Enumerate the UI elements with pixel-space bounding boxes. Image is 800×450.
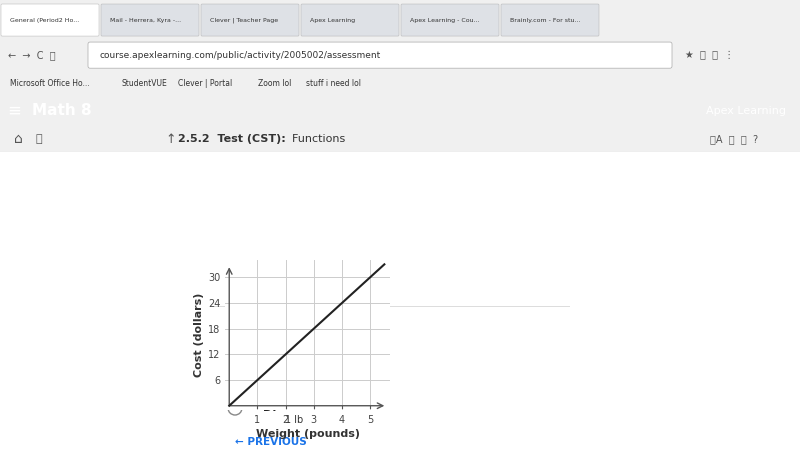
FancyBboxPatch shape (88, 42, 672, 68)
FancyBboxPatch shape (1, 4, 99, 36)
Text: ★  🔊  🔖  ⋮: ★ 🔊 🔖 ⋮ (685, 50, 734, 60)
Text: 🔖: 🔖 (36, 134, 42, 144)
Text: 2 lb: 2 lb (285, 359, 303, 369)
Text: Apex Learning: Apex Learning (706, 106, 786, 116)
Text: A.: A. (263, 319, 276, 329)
Bar (210, 306, 570, 307)
Text: Clever | Teacher Page: Clever | Teacher Page (210, 17, 278, 23)
Text: Apex Learning - Cou...: Apex Learning - Cou... (410, 18, 480, 22)
Text: ←  →  C  ⓘ: ← → C ⓘ (8, 50, 56, 60)
Text: 📶  🔋  4:32: 📶 🔋 4:32 (737, 430, 783, 440)
FancyBboxPatch shape (201, 4, 299, 36)
Text: 2.5.2  Test (CST):: 2.5.2 Test (CST): (178, 134, 286, 144)
Text: Clever | Portal: Clever | Portal (178, 79, 232, 88)
Text: 1 lb: 1 lb (285, 363, 303, 373)
FancyBboxPatch shape (501, 4, 599, 36)
Text: 6 lb: 6 lb (285, 331, 303, 341)
Text: ⊙   ⏻   ▷   🎥: ⊙ ⏻ ▷ 🎥 (361, 428, 439, 442)
Text: Zoom lol: Zoom lol (258, 79, 291, 88)
Text: Functions: Functions (285, 134, 346, 144)
FancyBboxPatch shape (401, 4, 499, 36)
Text: 1 lb: 1 lb (285, 415, 303, 425)
Text: $6: $6 (285, 391, 298, 401)
Text: General (Period2 Ho...: General (Period2 Ho... (10, 18, 79, 22)
Text: $12: $12 (285, 335, 303, 345)
Text: Apex Learning: Apex Learning (310, 18, 355, 22)
Text: ↑: ↑ (165, 133, 175, 145)
Text: course.apexlearning.com/public/activity/2005002/assessment: course.apexlearning.com/public/activity/… (100, 51, 382, 59)
Text: $1: $1 (285, 307, 298, 317)
Text: ⌂: ⌂ (14, 132, 22, 146)
Text: $6: $6 (285, 387, 298, 397)
Text: B.: B. (263, 347, 276, 357)
Text: Microsoft Office Ho...: Microsoft Office Ho... (10, 79, 90, 88)
Text: Mail - Herrera, Kyra -...: Mail - Herrera, Kyra -... (110, 18, 181, 22)
Text: ≡: ≡ (7, 102, 21, 120)
Text: ← PREVIOUS: ← PREVIOUS (235, 437, 306, 447)
Text: Brainly.com - For stu...: Brainly.com - For stu... (510, 18, 581, 22)
FancyBboxPatch shape (301, 4, 399, 36)
Text: stuff i need lol: stuff i need lol (306, 79, 361, 88)
Text: D.: D. (263, 403, 277, 413)
Y-axis label: Cost (dollars): Cost (dollars) (194, 293, 203, 377)
Text: 文A  👤  🖨  ?: 文A 👤 🖨 ? (710, 134, 758, 144)
Text: C.: C. (263, 375, 275, 385)
FancyBboxPatch shape (101, 4, 199, 36)
Text: Math 8: Math 8 (32, 104, 92, 118)
Text: StudentVUE: StudentVUE (121, 79, 166, 88)
X-axis label: Weight (pounds): Weight (pounds) (255, 429, 359, 439)
